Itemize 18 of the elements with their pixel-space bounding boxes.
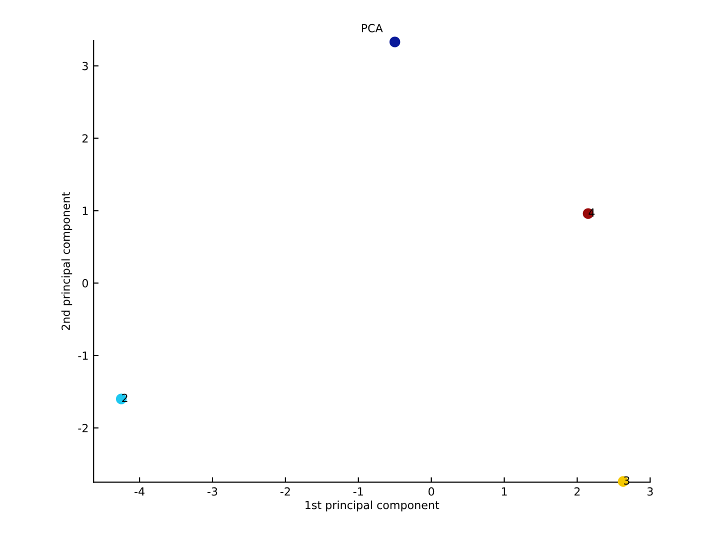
x-tick-label: -3 (208, 487, 218, 496)
x-tick-label: 2 (574, 487, 580, 496)
y-tick-label: 2 (82, 134, 88, 142)
x-tick-label: -2 (280, 487, 290, 496)
y-tick-label: -2 (78, 424, 88, 432)
chart-title: PCA (362, 24, 383, 32)
y-axis-title: 2nd principal component (61, 192, 72, 330)
annotation: 3 (624, 476, 630, 485)
x-axis-title: 1st principal component (306, 500, 440, 512)
x-tick-label: -1 (353, 487, 363, 496)
x-tick-label: -4 (134, 487, 144, 496)
y-tick-label: -1 (78, 352, 88, 360)
x-tick-label: 0 (428, 487, 434, 496)
y-tick-label: 3 (82, 62, 88, 70)
x-tick-label: 1 (502, 487, 507, 496)
y-tick-label: 0 (82, 279, 88, 288)
y-tick-label: 1 (82, 206, 88, 215)
x-tick-label: 3 (647, 487, 653, 496)
